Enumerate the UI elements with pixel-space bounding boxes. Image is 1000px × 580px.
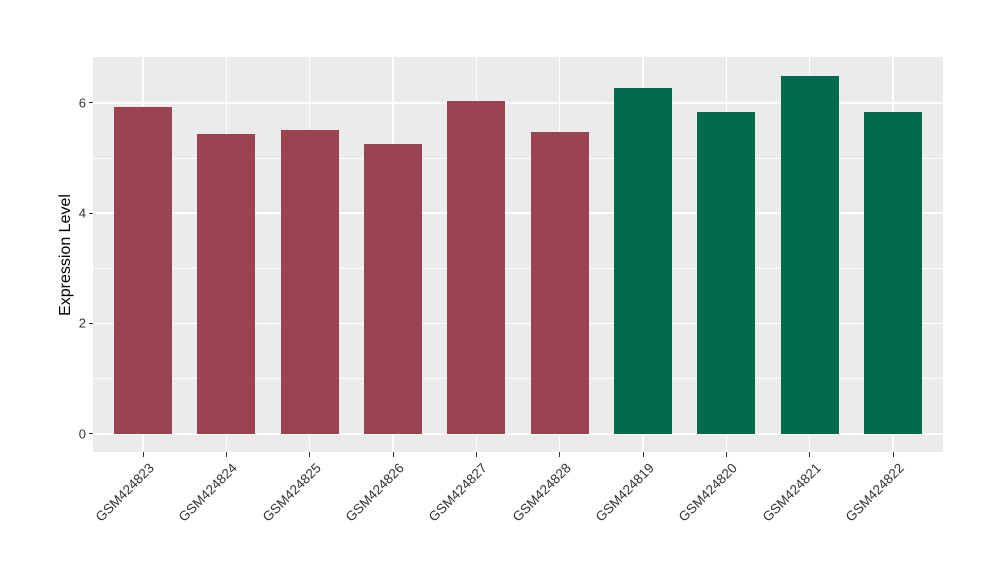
gridline-major-y4 [93,212,943,214]
y-tick-mark-2 [88,322,93,324]
bar-GSM424823 [113,107,173,434]
gridline-minor-y5 [93,157,943,159]
bar-GSM424820 [697,111,756,434]
x-tick-label-GSM424827: GSM424827 [426,460,491,525]
x-tick-mark-GSM424821 [809,452,811,457]
x-tick-label-GSM424820: GSM424820 [676,460,741,525]
y-tick-label-2: 2 [78,315,86,331]
bar-GSM424824 [197,134,256,434]
y-tick-label-0: 0 [78,426,86,442]
x-tick-label-GSM424825: GSM424825 [259,460,324,525]
bar-GSM424826 [363,144,423,434]
x-tick-label-GSM424821: GSM424821 [759,460,824,525]
gridline-major-y0 [93,433,943,435]
bar-GSM424821 [780,75,839,434]
x-tick-label-GSM424826: GSM424826 [342,460,407,525]
x-tick-mark-GSM424820 [725,452,727,457]
bar-GSM424828 [530,132,589,434]
y-tick-mark-4 [88,212,93,214]
gridline-major-y2 [93,322,943,325]
x-tick-label-GSM424819: GSM424819 [592,460,657,525]
x-tick-mark-GSM424827 [475,452,477,457]
y-tick-label-6: 6 [78,95,86,111]
gridline-minor-y3 [93,267,943,269]
x-tick-mark-GSM424825 [309,452,311,457]
bar-GSM424827 [447,100,506,434]
bar-GSM424825 [280,130,339,434]
x-tick-mark-GSM424826 [392,452,394,457]
bar-GSM424822 [863,112,923,434]
x-tick-mark-GSM424824 [225,452,227,457]
gridline-minor-y1 [93,378,943,380]
y-tick-label-4: 4 [78,205,86,221]
x-tick-label-GSM424823: GSM424823 [92,460,157,525]
bar-GSM424819 [613,88,673,434]
x-tick-mark-GSM424828 [559,452,561,457]
y-tick-mark-0 [88,433,93,435]
gridline-major-y6 [93,102,943,104]
x-tick-label-GSM424828: GSM424828 [509,460,574,525]
plot-panel [93,57,943,452]
x-tick-label-GSM424824: GSM424824 [176,460,241,525]
x-tick-mark-GSM424822 [892,452,894,457]
x-tick-label-GSM424822: GSM424822 [842,460,907,525]
y-tick-mark-6 [88,102,93,104]
x-tick-mark-GSM424819 [642,452,644,457]
x-tick-mark-GSM424823 [142,452,144,457]
